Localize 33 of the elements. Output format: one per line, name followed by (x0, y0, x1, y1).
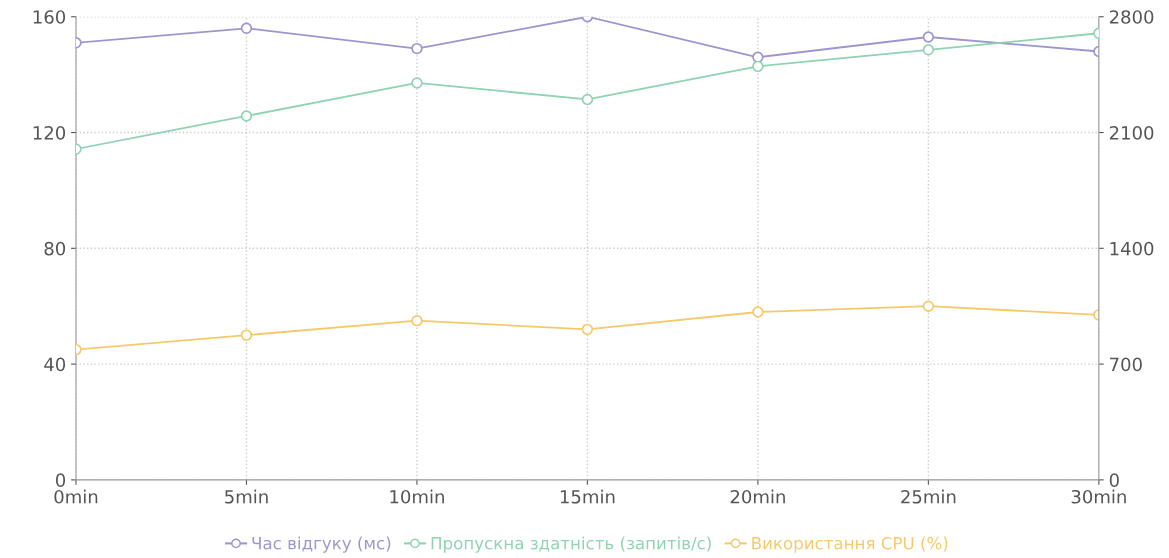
y2-tick-label: 2800 (1109, 10, 1154, 24)
point (411, 314, 423, 327)
x-tick-label: 25min (901, 489, 956, 504)
point (240, 110, 253, 122)
y2-tick-label: 0 (1109, 473, 1119, 487)
y-tick-label: 120 (33, 125, 66, 140)
legend-label: Пропускна здатність (запитів/с) (431, 536, 711, 553)
point (752, 306, 764, 318)
x-tick-label: 15min (560, 489, 615, 504)
legend-label: Використання CPU (%) (752, 536, 948, 553)
y-tick-label: 160 (33, 10, 66, 24)
y-tick-label: 40 (44, 357, 66, 372)
y2-tick-label: 1400 (1110, 241, 1154, 256)
x-tick-label: 20min (730, 489, 785, 504)
x-tick-label: 10min (390, 489, 444, 504)
point (922, 300, 935, 312)
point (240, 22, 253, 35)
point (581, 323, 594, 336)
y-tick-label: 80 (44, 241, 66, 256)
x-tick-label: 0min (54, 489, 98, 504)
y2-tick-label: 2100 (1109, 125, 1154, 140)
point (752, 60, 764, 73)
point (240, 329, 253, 341)
point (922, 44, 935, 56)
point (411, 77, 423, 89)
y-tick-label: 0 (55, 473, 66, 487)
y2-tick-label: 700 (1110, 357, 1142, 372)
point (411, 42, 423, 55)
legend-label: Час відгуку (мс) (252, 536, 391, 553)
x-tick-label: 5min (225, 489, 268, 504)
point (922, 31, 935, 43)
x-tick-label: 30min (1071, 489, 1126, 504)
point (581, 93, 594, 106)
